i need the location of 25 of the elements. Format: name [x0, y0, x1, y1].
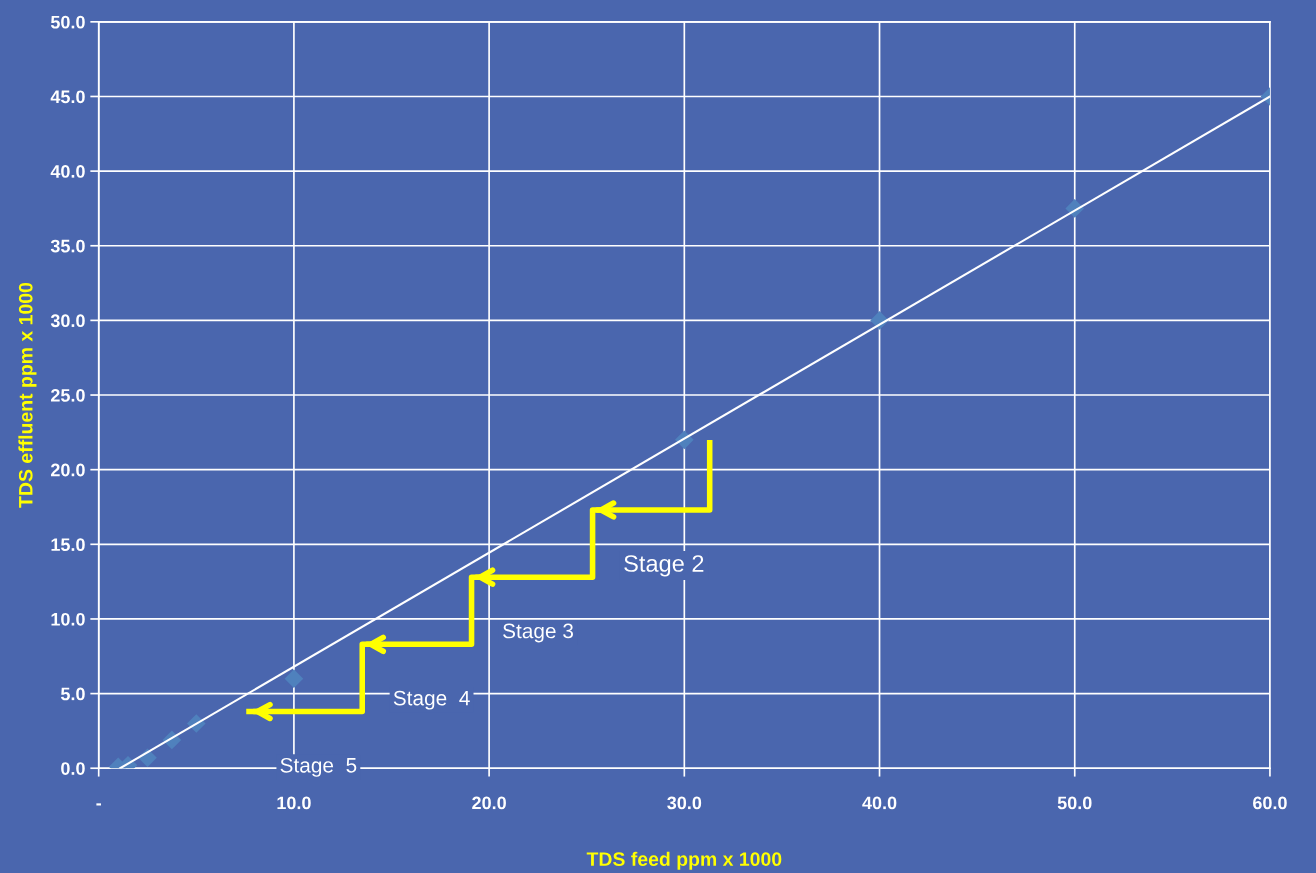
y-tick-label: 50.0: [50, 15, 85, 29]
y-axis-title: TDS effluent ppm x 1000: [18, 282, 37, 508]
y-tick-label: 45.0: [50, 90, 85, 104]
y-tick-label: 40.0: [50, 165, 85, 178]
x-tick-label: 50.0: [1057, 796, 1092, 810]
y-tick-label: 25.0: [50, 388, 85, 402]
x-tick-label: 60.0: [1253, 796, 1287, 810]
y-tick-label: 0.0: [61, 762, 85, 775]
x-tick-label: -: [96, 803, 101, 806]
x-tick-label: 30.0: [667, 796, 702, 810]
y-tick-label: 20.0: [50, 463, 85, 477]
annotation: Stage 4: [393, 690, 470, 710]
y-tick-label: 15.0: [51, 538, 85, 552]
annotation: Stage 2: [624, 555, 704, 577]
x-tick-label: 40.0: [862, 796, 897, 810]
x-tick-label: 10.0: [277, 796, 311, 810]
x-axis-title: TDS feed ppm x 1000: [586, 851, 782, 870]
y-tick-label: 30.0: [50, 314, 85, 328]
y-tick-label: 5.0: [60, 687, 85, 701]
y-tick-label: 35.0: [50, 239, 85, 253]
y-tick-label: 10.0: [51, 612, 85, 626]
point: [284, 669, 304, 688]
annotation: Stage 5: [280, 757, 357, 777]
x-tick-label: 20.0: [472, 796, 506, 810]
annotation: Stage 3: [503, 623, 573, 643]
